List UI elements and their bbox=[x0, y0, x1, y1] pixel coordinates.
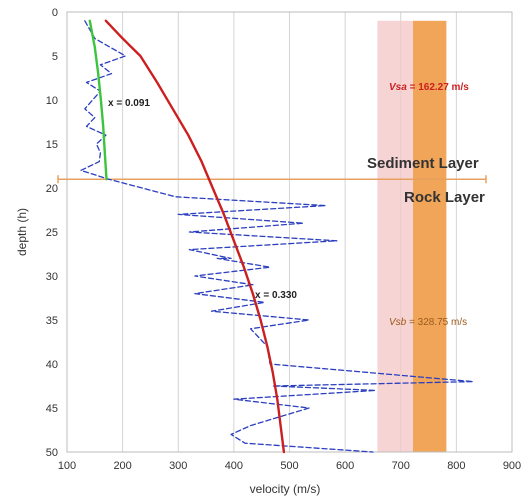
band-vsb bbox=[412, 20, 447, 453]
x-tick-label-400: 400 bbox=[225, 460, 243, 472]
x-tick-label-300: 300 bbox=[169, 460, 187, 472]
velocity-bands bbox=[377, 20, 447, 453]
annotation-vsb-symbol: Vsb bbox=[389, 317, 407, 328]
annotation-vsa: Vsa = 162.27 m/s bbox=[389, 82, 469, 93]
annotation-rock-layer: Rock Layer bbox=[404, 189, 485, 206]
x-tick-labels: 100 200 300 400 500 600 700 800 900 bbox=[58, 460, 521, 472]
annotation-vsa-symbol: Vsa bbox=[389, 82, 407, 93]
series-fit-rock bbox=[104, 19, 286, 454]
y-tick-labels: 0 5 10 15 20 25 30 35 40 45 50 bbox=[46, 7, 58, 459]
series-fit-sediment bbox=[88, 19, 108, 181]
plot-frame bbox=[66, 11, 513, 453]
y-tick-label-10: 10 bbox=[46, 95, 58, 107]
annotation-vsa-value: = 162.27 m/s bbox=[407, 82, 469, 93]
y-tick-label-25: 25 bbox=[46, 227, 58, 239]
plot-border bbox=[66, 11, 513, 453]
series-lines bbox=[80, 19, 474, 454]
x-tick-label-600: 600 bbox=[336, 460, 354, 472]
annotation-vsb-value: = 328.75 m/s bbox=[406, 317, 467, 328]
y-tick-label-30: 30 bbox=[46, 271, 58, 283]
y-tick-label-0: 0 bbox=[52, 7, 58, 19]
y-tick-label-45: 45 bbox=[46, 403, 58, 415]
x-tick-label-800: 800 bbox=[447, 460, 465, 472]
x-tick-label-200: 200 bbox=[113, 460, 131, 472]
x-axis-title: velocity (m/s) bbox=[250, 482, 321, 496]
y-tick-label-20: 20 bbox=[46, 183, 58, 195]
annotation-sediment-layer: Sediment Layer bbox=[367, 155, 479, 172]
x-tick-label-500: 500 bbox=[280, 460, 298, 472]
x-tick-label-900: 900 bbox=[503, 460, 521, 472]
layer-boundary bbox=[57, 175, 487, 184]
annotation-x-rock: x = 0.330 bbox=[255, 290, 297, 301]
annotation-vsb: Vsb = 328.75 m/s bbox=[389, 317, 467, 328]
y-tick-label-50: 50 bbox=[46, 447, 58, 459]
x-tick-label-100: 100 bbox=[58, 460, 76, 472]
y-tick-label-40: 40 bbox=[46, 359, 58, 371]
y-tick-label-15: 15 bbox=[46, 139, 58, 151]
x-tick-label-700: 700 bbox=[392, 460, 410, 472]
y-axis-title: depth (h) bbox=[15, 208, 29, 256]
series-measured-profile bbox=[80, 20, 474, 453]
y-tick-label-5: 5 bbox=[52, 51, 58, 63]
y-tick-label-35: 35 bbox=[46, 315, 58, 327]
annotation-x-sediment: x = 0.091 bbox=[108, 98, 150, 109]
band-vsa bbox=[377, 20, 413, 453]
